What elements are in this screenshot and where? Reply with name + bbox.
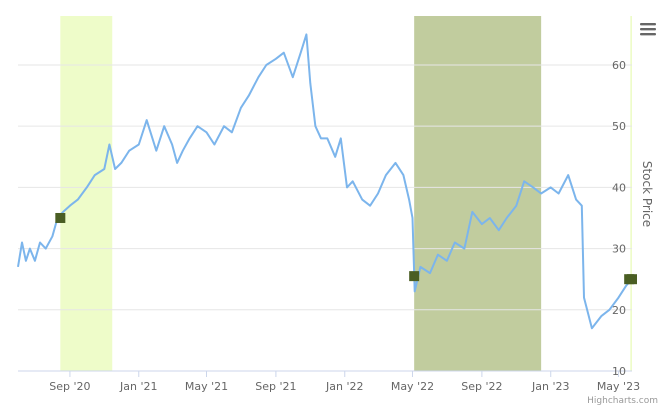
x-tick-label-5: Jan '22	[325, 380, 363, 393]
event-marker-2[interactable]	[409, 271, 420, 282]
hamburger-menu-icon[interactable]	[636, 16, 660, 38]
y-tick-label-20: 20	[612, 304, 626, 317]
x-tick-label-9: May '23	[597, 380, 640, 393]
x-tick-label-3: May '21	[185, 380, 228, 393]
x-tick-label-7: Sep '22	[461, 380, 502, 393]
y-tick-label-30: 30	[612, 243, 626, 256]
y-tick-label-40: 40	[612, 181, 626, 194]
x-tick-label-8: Jan '23	[531, 380, 569, 393]
plot-band-1	[60, 16, 113, 371]
y-axis-ticks: 10 20 30 40 50 60	[612, 59, 626, 378]
series-group	[17, 33, 633, 330]
y-axis-title: Stock Price	[640, 161, 654, 227]
y-tick-label-10: 10	[612, 365, 626, 378]
x-tick-label-6: May '22	[391, 380, 434, 393]
event-marker-4[interactable]	[627, 274, 637, 285]
x-tick-label-4: Sep '21	[255, 380, 296, 393]
event-marker-1[interactable]	[55, 212, 66, 223]
series-line-1	[17, 33, 633, 330]
credits-link[interactable]: Highcharts.com	[587, 396, 658, 406]
plot-band-2	[414, 16, 542, 371]
y-tick-label-50: 50	[612, 120, 626, 133]
x-axis-ticks: Sep '20 Jan '21 May '21 Sep '21 Jan '22 May '…	[49, 371, 640, 393]
x-tick-label-2: Jan '21	[119, 380, 157, 393]
y-tick-label-60: 60	[612, 59, 626, 72]
marker-group	[55, 212, 637, 285]
x-tick-label-1: Sep '20	[49, 380, 90, 393]
plot-band-3	[630, 16, 632, 371]
